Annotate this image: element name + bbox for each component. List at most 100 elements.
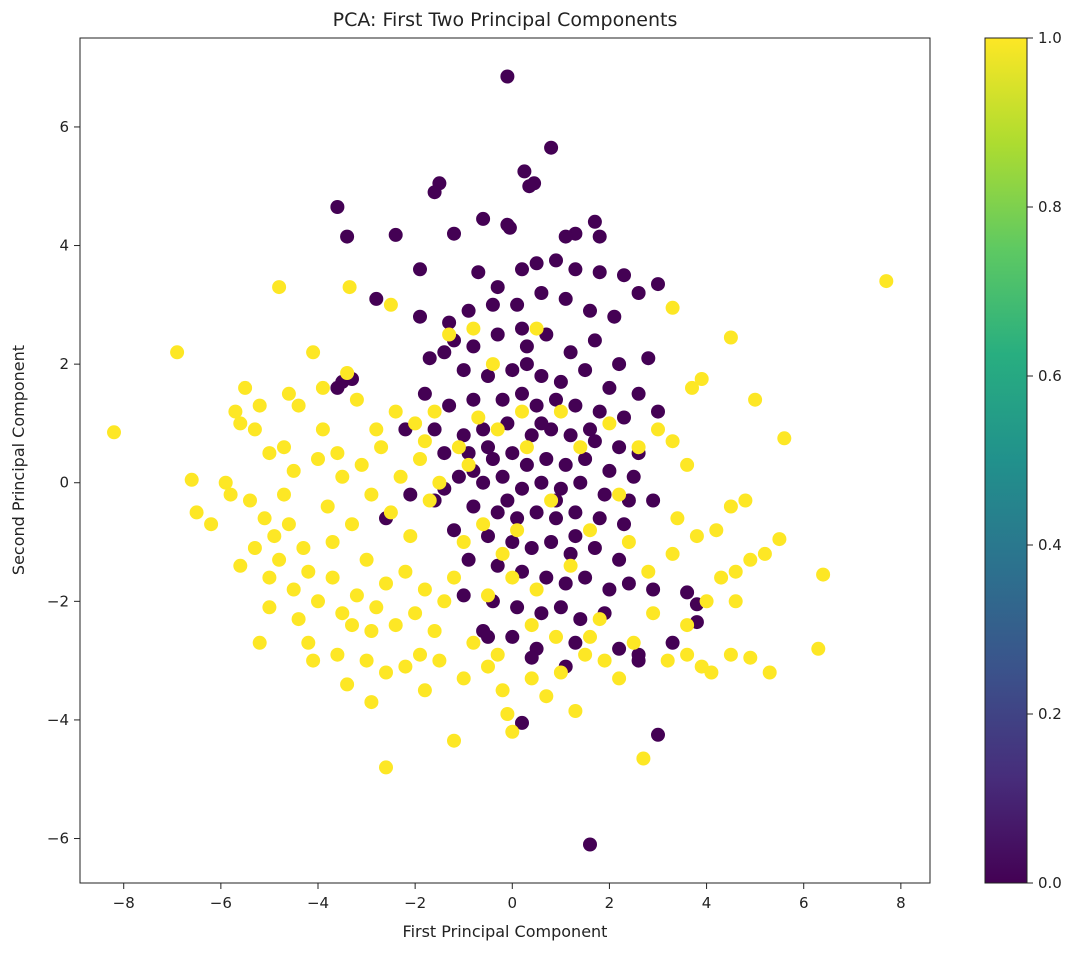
point-class-1 [524, 618, 539, 633]
point-class-1 [505, 724, 520, 739]
point-class-0 [502, 220, 517, 235]
y-tick-label: 0 [59, 474, 69, 492]
point-class-1 [267, 529, 282, 544]
point-class-1 [485, 357, 500, 372]
y-tick-label: 2 [59, 355, 69, 373]
point-class-1 [515, 404, 529, 419]
point-class-0 [490, 327, 505, 342]
point-class-0 [558, 576, 573, 591]
chart-title: PCA: First Two Principal Components [333, 9, 678, 31]
point-class-1 [456, 535, 471, 549]
point-class-1 [417, 582, 432, 597]
point-class-0 [456, 428, 471, 443]
point-class-0 [340, 229, 355, 244]
point-class-1 [447, 570, 461, 585]
point-class-1 [437, 594, 452, 609]
point-class-1 [413, 647, 427, 662]
point-class-1 [223, 487, 238, 502]
point-class-0 [534, 475, 549, 490]
point-class-1 [272, 280, 287, 295]
point-class-0 [524, 428, 539, 443]
point-class-0 [403, 487, 418, 502]
point-class-0 [495, 392, 510, 407]
point-class-1 [757, 546, 772, 561]
point-class-0 [563, 345, 578, 360]
x-tick-label: 2 [605, 894, 615, 912]
point-class-1 [281, 517, 296, 532]
point-class-0 [612, 357, 627, 372]
point-class-1 [553, 404, 568, 419]
point-class-1 [461, 457, 476, 472]
point-class-1 [524, 671, 539, 686]
point-class-0 [563, 546, 578, 561]
point-class-1 [286, 463, 301, 478]
point-class-0 [519, 339, 534, 354]
point-class-1 [621, 535, 636, 549]
point-class-1 [233, 416, 248, 431]
point-class-0 [510, 511, 525, 526]
point-class-1 [879, 274, 894, 289]
point-class-1 [379, 665, 393, 680]
point-class-0 [481, 629, 495, 644]
point-class-1 [602, 416, 617, 431]
point-class-1 [422, 493, 437, 508]
x-tick-label: −8 [113, 894, 135, 912]
point-class-0 [592, 265, 607, 280]
point-class-1 [281, 386, 296, 401]
point-class-1 [723, 499, 738, 514]
y-tick-label: −4 [47, 711, 69, 729]
point-class-0 [476, 475, 491, 490]
point-class-0 [578, 570, 593, 585]
point-class-1 [383, 297, 398, 312]
point-class-1 [573, 440, 588, 455]
point-class-1 [519, 440, 534, 455]
point-class-0 [413, 262, 427, 277]
point-class-1 [612, 487, 627, 502]
point-class-0 [617, 410, 631, 425]
point-class-1 [549, 629, 563, 644]
point-class-1 [723, 647, 738, 662]
point-class-0 [563, 428, 578, 443]
point-class-1 [723, 330, 738, 345]
point-class-0 [646, 582, 661, 597]
point-class-1 [257, 511, 272, 526]
point-class-1 [553, 665, 568, 680]
point-class-1 [772, 532, 787, 547]
point-class-1 [544, 493, 559, 508]
point-class-1 [563, 558, 578, 573]
point-class-0 [451, 469, 466, 484]
y-tick-label: 6 [59, 118, 69, 136]
point-class-1 [505, 570, 520, 585]
point-class-1 [252, 635, 267, 650]
point-class-1 [325, 570, 340, 585]
y-axis-label: Second Principal Component [9, 345, 28, 575]
point-class-0 [442, 315, 457, 330]
point-class-0 [651, 727, 665, 742]
point-class-1 [359, 552, 374, 567]
point-class-1 [335, 469, 350, 484]
point-class-1 [442, 327, 457, 342]
point-class-1 [413, 452, 427, 466]
point-class-0 [534, 286, 549, 300]
x-tick-label: −6 [210, 894, 232, 912]
point-class-1 [277, 440, 291, 455]
x-tick-label: 0 [508, 894, 518, 912]
point-class-1 [408, 606, 423, 621]
point-class-0 [505, 363, 520, 378]
point-class-1 [330, 446, 345, 461]
point-class-0 [422, 351, 437, 366]
point-class-0 [330, 380, 345, 395]
point-class-1 [481, 588, 495, 603]
point-class-1 [694, 372, 709, 386]
point-class-0 [612, 440, 627, 455]
point-class-1 [204, 517, 219, 532]
point-class-0 [461, 303, 476, 318]
point-class-0 [466, 499, 481, 514]
point-class-1 [340, 366, 355, 380]
point-class-1 [306, 653, 321, 668]
point-class-0 [476, 211, 491, 226]
point-class-1 [665, 434, 680, 449]
point-class-1 [568, 704, 583, 718]
colorbar-tick-label: 0.4 [1038, 536, 1062, 554]
point-class-1 [296, 541, 311, 555]
